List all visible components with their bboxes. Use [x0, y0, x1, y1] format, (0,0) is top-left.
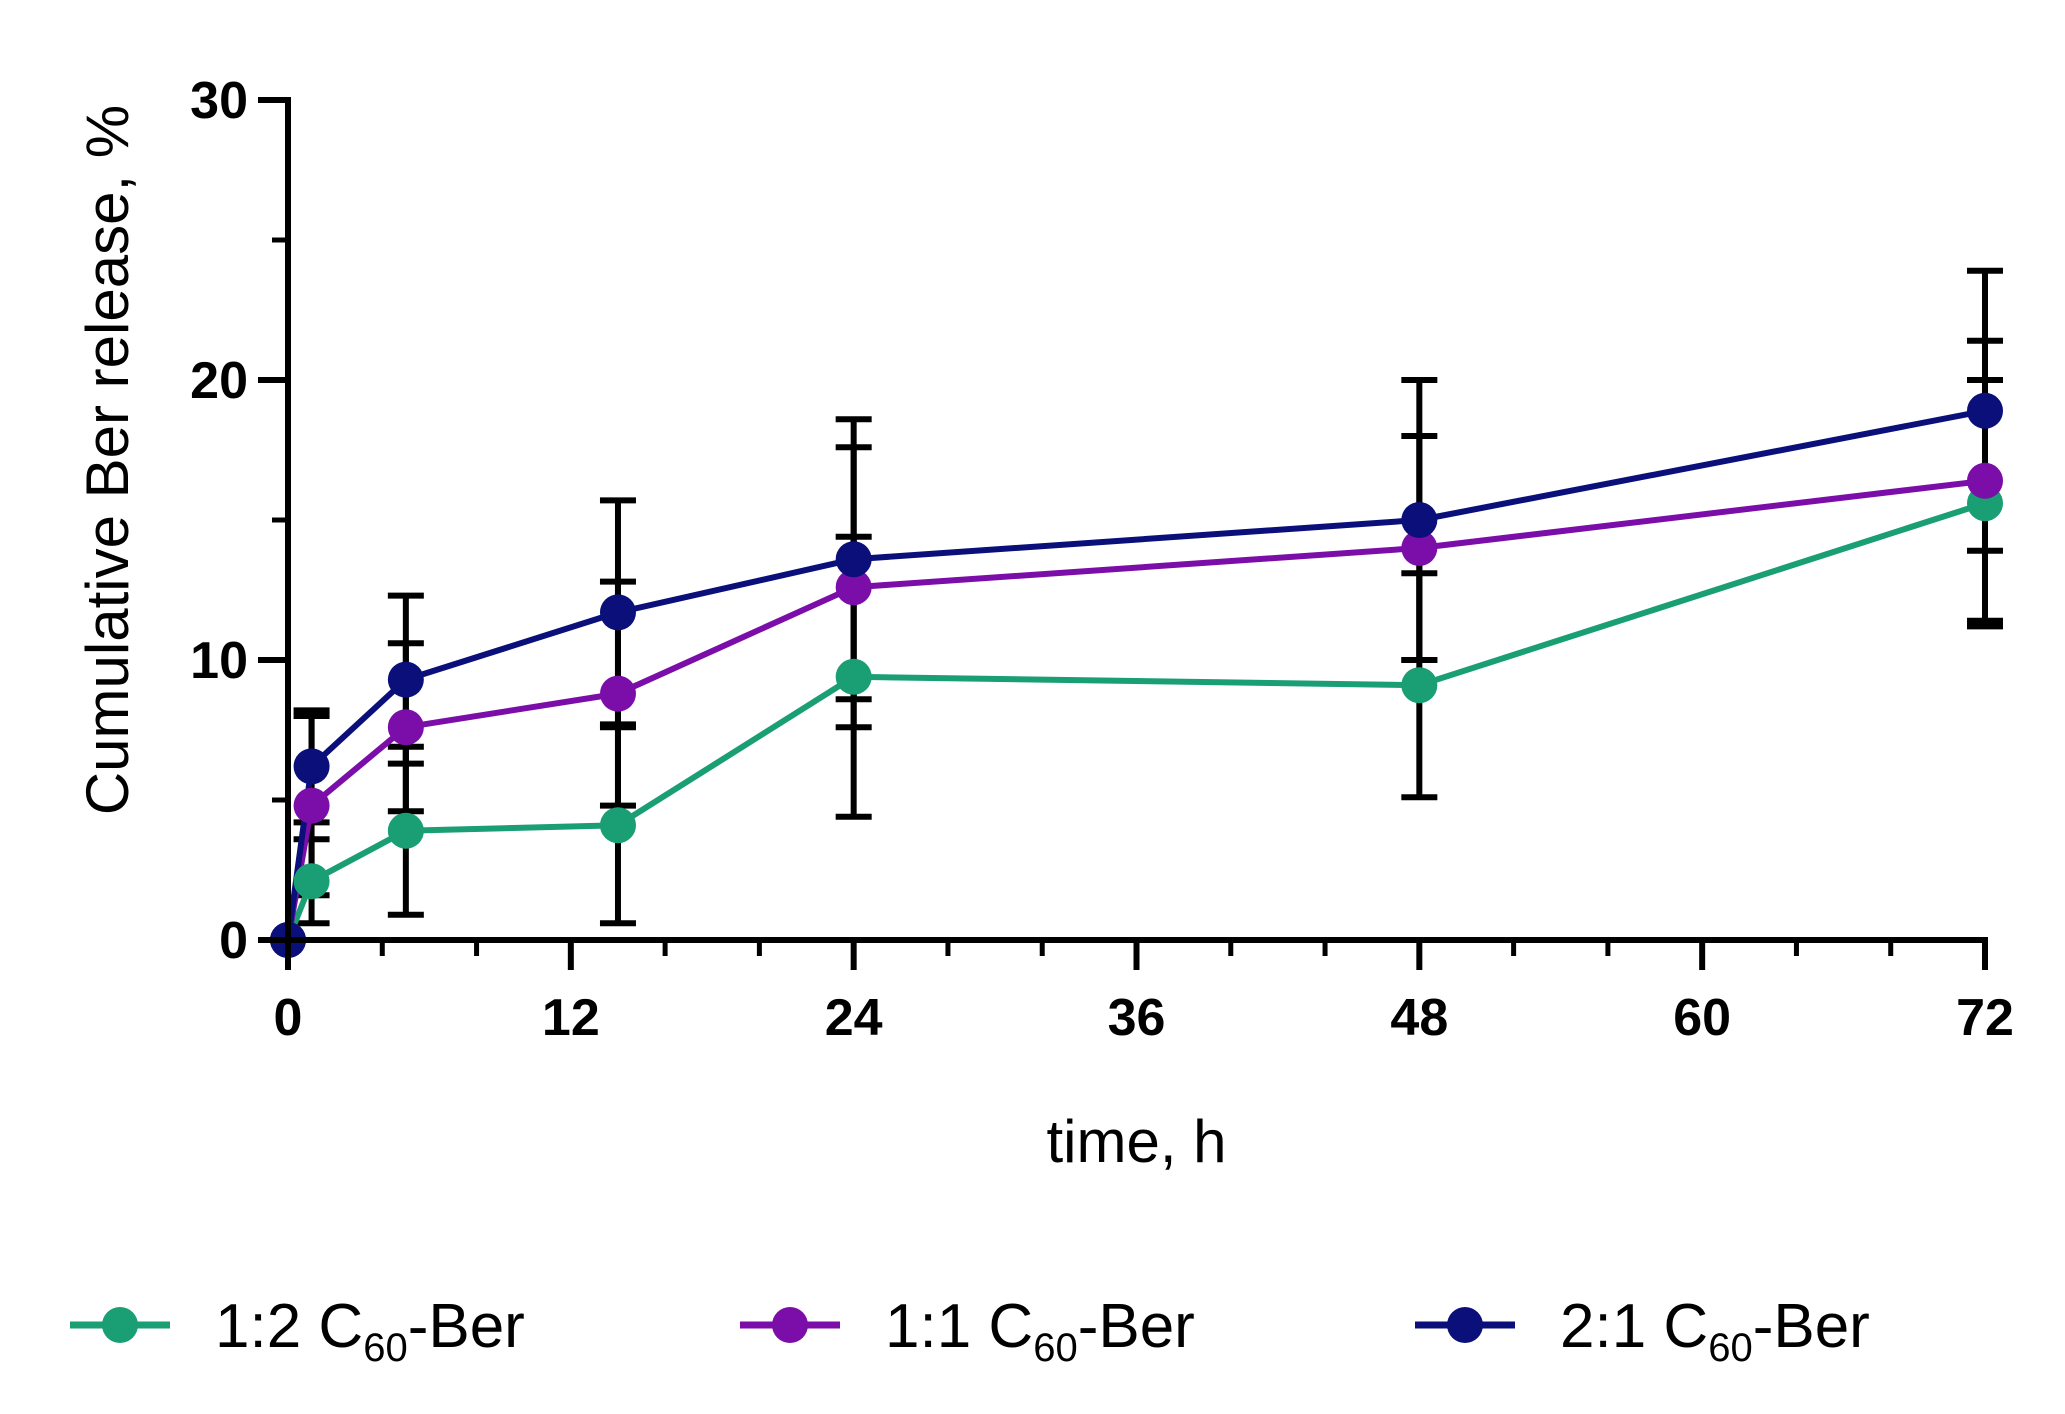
- series-markers: [270, 392, 2003, 958]
- data-point-series-3: [1401, 502, 1438, 538]
- series-lines: [285, 407, 1986, 942]
- legend-item-1: 1:2 C60-Ber: [70, 1292, 525, 1370]
- data-point-series-1: [835, 658, 872, 695]
- x-tick-label: 36: [1108, 989, 1166, 1047]
- legend-label-subscript: 60: [363, 1326, 408, 1370]
- x-tick-label: 24: [825, 989, 883, 1047]
- legend-label: 2:1 C60-Ber: [1560, 1292, 1870, 1370]
- y-tick-label: 0: [219, 912, 248, 970]
- data-point-series-1: [599, 807, 636, 844]
- data-point-series-2: [1967, 462, 2003, 499]
- x-tick-label: 60: [1673, 989, 1731, 1047]
- legend-label-subscript: 60: [1708, 1326, 1753, 1370]
- data-point-series-2: [835, 569, 872, 606]
- legend-label-prefix: 1:1 C: [885, 1292, 1033, 1361]
- legend-label-suffix: -Ber: [408, 1292, 525, 1361]
- legend-item-3: 2:1 C60-Ber: [1415, 1292, 1870, 1370]
- data-point-series-3: [599, 594, 636, 631]
- y-axis-title: Cumulative Ber release, %: [74, 105, 141, 815]
- x-tick-label: 12: [542, 989, 600, 1047]
- legend-marker-swatch: [1447, 1307, 1483, 1343]
- legend-marker-swatch: [102, 1307, 138, 1343]
- axis-ticks: [258, 97, 1988, 970]
- y-tick-label: 30: [190, 72, 248, 130]
- data-point-series-3: [835, 541, 872, 578]
- legend-label: 1:1 C60-Ber: [885, 1292, 1195, 1370]
- axis-tick-labels: 0 10 20 30 0 12 24 36 48 60 72: [190, 72, 2014, 1047]
- data-point-series-3: [293, 748, 330, 785]
- legend-label-suffix: -Ber: [1078, 1292, 1195, 1361]
- legend-label-subscript: 60: [1033, 1326, 1078, 1370]
- x-tick-label: 0: [274, 989, 303, 1047]
- data-point-series-1: [1401, 667, 1438, 704]
- legend-marker-swatch: [772, 1307, 808, 1343]
- x-tick-label: 48: [1390, 989, 1448, 1047]
- data-point-series-2: [387, 709, 424, 746]
- legend-label-prefix: 1:2 C: [215, 1292, 363, 1361]
- legend-item-2: 1:1 C60-Ber: [740, 1292, 1195, 1370]
- series-line-2: [285, 477, 1986, 941]
- y-tick-label: 20: [190, 352, 248, 410]
- x-tick-label: 72: [1956, 989, 2014, 1047]
- data-point-series-1: [293, 863, 330, 900]
- x-axis-title: time, h: [1046, 1108, 1226, 1175]
- legend-label: 1:2 C60-Ber: [215, 1292, 525, 1370]
- y-tick-label: 10: [190, 632, 248, 690]
- legend-label-prefix: 2:1 C: [1560, 1292, 1708, 1361]
- data-point-series-3: [1967, 392, 2003, 429]
- data-point-series-1: [387, 812, 424, 849]
- data-point-series-2: [293, 787, 330, 824]
- axes: [285, 97, 1988, 943]
- data-point-series-2: [599, 675, 636, 712]
- legend: 1:2 C60-Ber 1:1 C60-Ber 2:1 C60-Ber: [70, 1292, 1870, 1370]
- data-point-series-2: [1401, 530, 1438, 566]
- data-point-series-3: [387, 661, 424, 698]
- series-line-3: [285, 407, 1986, 941]
- legend-label-suffix: -Ber: [1753, 1292, 1870, 1361]
